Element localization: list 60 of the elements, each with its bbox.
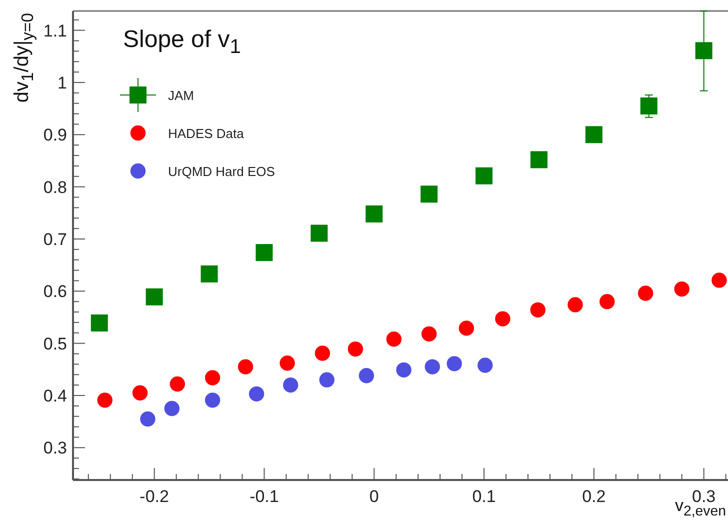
point bbox=[386, 332, 402, 347]
point bbox=[446, 356, 462, 372]
y-tick-label: 0.7 bbox=[43, 230, 67, 249]
legend-label: UrQMD Hard EOS bbox=[168, 164, 275, 178]
point bbox=[238, 359, 254, 374]
point bbox=[90, 314, 108, 332]
point bbox=[248, 386, 264, 402]
point bbox=[495, 311, 510, 326]
y-tick-label: 0.3 bbox=[43, 438, 67, 458]
point bbox=[674, 281, 690, 297]
y-tick-label: 0.4 bbox=[43, 386, 67, 406]
point bbox=[420, 186, 438, 203]
point bbox=[712, 272, 727, 288]
y-tick-label: 1 bbox=[58, 73, 67, 92]
y-tick-label: 1.1 bbox=[43, 21, 67, 40]
point bbox=[97, 392, 112, 408]
point bbox=[638, 286, 654, 301]
point bbox=[204, 392, 220, 408]
point bbox=[530, 302, 546, 318]
y-tick-label: 0.5 bbox=[43, 334, 67, 354]
point bbox=[314, 346, 330, 361]
x-tick-label: 0.2 bbox=[582, 487, 606, 506]
point bbox=[600, 294, 615, 310]
x-tick-label: 0.1 bbox=[472, 487, 496, 506]
point bbox=[366, 205, 383, 222]
point bbox=[280, 356, 295, 371]
point bbox=[170, 376, 186, 392]
legend-label: JAM bbox=[168, 88, 194, 102]
point bbox=[530, 151, 548, 168]
point bbox=[421, 326, 437, 342]
y-tick-label: 0.8 bbox=[43, 178, 67, 197]
point bbox=[478, 358, 493, 373]
point bbox=[476, 167, 493, 184]
y-tick-label: 0.6 bbox=[43, 282, 67, 302]
point bbox=[348, 341, 364, 357]
x-tick-label: -0.2 bbox=[140, 487, 169, 506]
point bbox=[424, 359, 440, 374]
point bbox=[585, 126, 602, 144]
point bbox=[200, 265, 218, 282]
point bbox=[256, 244, 273, 262]
point bbox=[695, 42, 712, 60]
point bbox=[358, 368, 374, 384]
point bbox=[140, 411, 156, 427]
point bbox=[132, 385, 148, 400]
point bbox=[283, 377, 298, 393]
point bbox=[458, 320, 474, 336]
point bbox=[164, 400, 180, 416]
point bbox=[146, 288, 163, 306]
x-tick-label: 0.3 bbox=[692, 487, 716, 506]
point bbox=[396, 362, 412, 378]
point bbox=[640, 97, 658, 114]
point bbox=[568, 297, 583, 312]
text: Slope of v$_{1}$ bbox=[123, 26, 241, 59]
point bbox=[204, 370, 220, 386]
point bbox=[310, 224, 328, 242]
legend-label: HADES Data bbox=[168, 126, 244, 140]
point bbox=[319, 372, 334, 388]
x-tick-label: 0 bbox=[369, 487, 379, 506]
x-tick-label: -0.1 bbox=[250, 487, 279, 506]
y-tick-label: 0.9 bbox=[43, 126, 67, 145]
